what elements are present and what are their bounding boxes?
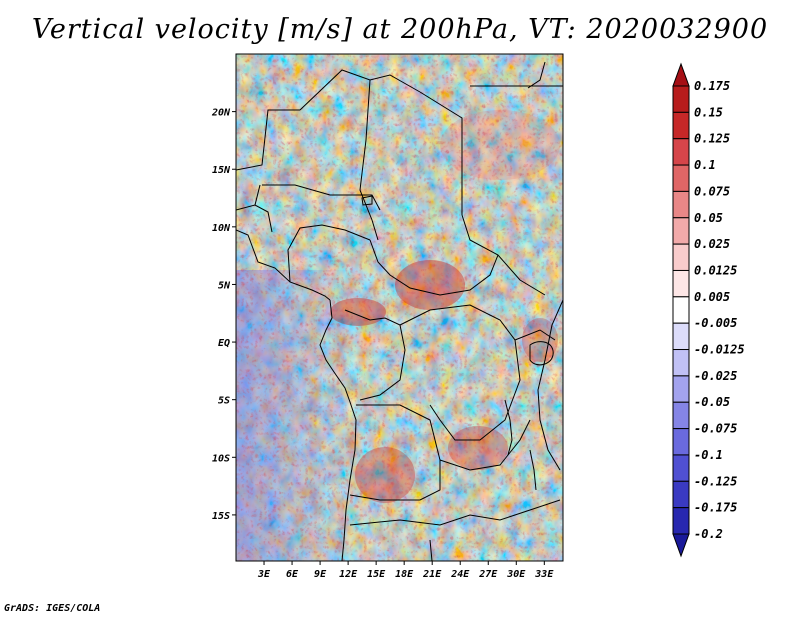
colorbar-label: 0.175 (694, 79, 730, 93)
lon-tick-label: 3E (257, 569, 271, 580)
colorbar-segment (672, 190, 690, 219)
colorbar-segment (672, 138, 690, 166)
colorbar-label: 0.05 (694, 211, 723, 225)
colorbar-segment (672, 111, 690, 140)
colorbar-label: -0.05 (694, 395, 730, 409)
colorbar-segment (672, 243, 690, 271)
angola-border (349, 404, 441, 501)
west-africa-coastline (236, 229, 331, 301)
lon-tick-label: 33E (534, 569, 554, 580)
sudan-border (461, 214, 546, 296)
lon-tick-label: 27E (478, 569, 498, 580)
lat-tick-label: 10N (212, 223, 231, 234)
colorbar-segment (672, 164, 690, 192)
drc-border (399, 304, 521, 441)
colorbar-label: -0.1 (694, 448, 723, 462)
colorbar-label: -0.005 (694, 316, 737, 330)
guinea-borders (236, 204, 273, 233)
colorbar: 0.175 0.15 0.125 0.1 0.075 0.05 0.025 0.0125 0.0… (672, 62, 745, 558)
colorbar-segment (672, 428, 690, 456)
colorbar-label: 0.125 (694, 132, 730, 146)
colorbar-segment (672, 401, 690, 430)
zambia-border (439, 419, 531, 471)
colorbar-label: -0.025 (694, 369, 737, 383)
tanzania-border (514, 329, 556, 341)
lon-tick-label: 24E (450, 569, 470, 580)
lat-tick-label: 10S (212, 453, 230, 464)
colorbar-label: -0.075 (694, 422, 737, 436)
colorbar-segment (672, 349, 690, 377)
lon-tick-label: 30E (506, 569, 526, 580)
colorbar-top-arrow (672, 62, 690, 87)
colorbar-segment (672, 454, 690, 482)
convective-hotspots (236, 54, 563, 561)
colorbar-label: -0.125 (694, 474, 737, 488)
red-sea-coast (527, 61, 546, 89)
colorbar-label: 0.15 (694, 105, 723, 119)
lon-tick-label: 18E (395, 569, 414, 580)
southern-border (349, 499, 561, 526)
colorbar-label: 0.025 (694, 237, 730, 251)
lat-tick-label: EQ (218, 338, 230, 349)
lake-tanganyika (504, 399, 513, 456)
niger-chad-border (359, 79, 379, 241)
colorbar-bottom-arrow (672, 533, 690, 558)
map-plot-area (236, 54, 563, 561)
colorbar-label: -0.2 (694, 527, 723, 541)
colorbar-label: -0.175 (694, 501, 737, 515)
burkina-border (254, 184, 261, 206)
namibia-botswana-border (429, 539, 433, 561)
colorbar-label: -0.0125 (694, 343, 745, 357)
congo-border (344, 309, 406, 401)
colorbar-label: 0.075 (694, 184, 730, 198)
colorbar-segment (672, 375, 690, 403)
colorbar-label: 0.0125 (694, 263, 737, 277)
lat-tick-label: 15N (212, 165, 231, 176)
lon-tick-label: 15E (367, 569, 386, 580)
lat-tick-label: 15S (212, 511, 230, 522)
longitude-axis: 3E 6E 9E 12E 15E 18E 21E 24E 27E 30E 33E (257, 561, 554, 580)
colorbar-segment (672, 296, 690, 324)
colorbar-segment (672, 269, 690, 298)
colorbar-segment (672, 85, 690, 113)
latitude-axis: 20N 15N 10N 5N EQ 5S 10S 15S (211, 108, 236, 522)
lon-tick-label: 21E (422, 569, 442, 580)
colorbar-label: 0.1 (694, 158, 716, 172)
colorbar-segment (672, 217, 690, 245)
country-borders (236, 61, 563, 561)
sahara-border-east (419, 91, 463, 215)
lon-tick-label: 12E (339, 569, 358, 580)
lon-tick-label: 9E (314, 569, 327, 580)
mauritania-mali-border (236, 109, 300, 171)
lake-malawi (529, 449, 537, 491)
lon-tick-label: 6E (286, 569, 299, 580)
lake-chad (361, 195, 373, 206)
colorbar-segment (672, 480, 690, 509)
lat-tick-label: 20N (211, 108, 231, 119)
colorbar-label: 0.005 (694, 290, 730, 304)
car-border (369, 239, 499, 296)
lat-tick-label: 5N (218, 280, 231, 291)
chart-title: Vertical velocity [m/s] at 200hPa, VT: 2… (31, 14, 769, 45)
colorbar-segment (672, 507, 690, 535)
map-frame (235, 53, 564, 562)
lat-tick-label: 5S (218, 396, 230, 407)
central-africa-coastline (319, 299, 357, 561)
east-africa-coastline (537, 299, 563, 471)
sahel-border (262, 184, 381, 211)
colorbar-segment (672, 322, 690, 351)
grads-credit: GrADS: IGES/COLA (4, 603, 101, 614)
nigeria-border (287, 224, 371, 283)
lake-victoria (529, 341, 554, 366)
